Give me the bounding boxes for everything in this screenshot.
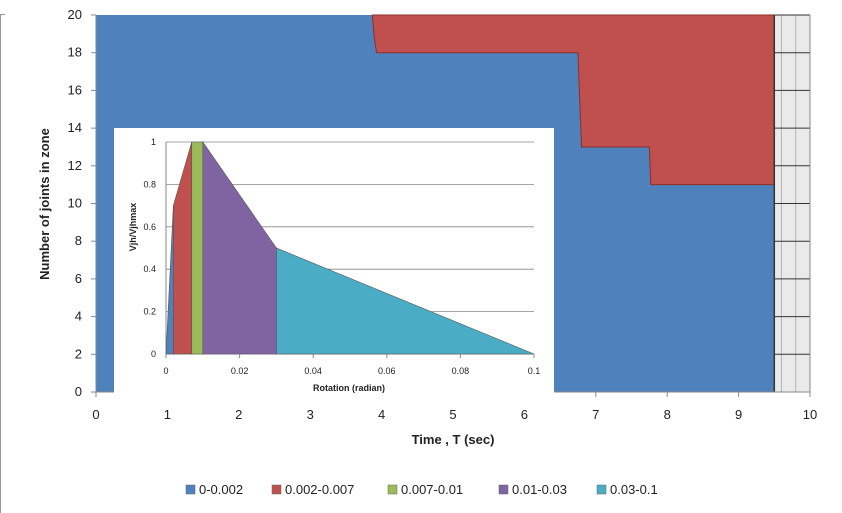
inset-x-tick-label: 0.06	[378, 366, 396, 376]
inset-x-tick-label: 0.1	[528, 366, 541, 376]
y-tick-label: 10	[68, 196, 82, 211]
x-tick-label: 0	[92, 407, 99, 422]
inset-y-axis-title: Vjh/Vjhmax	[128, 203, 138, 252]
y-tick-label: 14	[68, 120, 82, 135]
x-axis-title: Time , T (sec)	[412, 432, 495, 447]
legend-label: 0.03-0.1	[610, 482, 658, 497]
legend-label: 0-0.002	[199, 482, 243, 497]
y-tick-label: 12	[68, 158, 82, 173]
legend-label: 0.01-0.03	[512, 482, 567, 497]
inset-x-tick-label: 0.08	[452, 366, 470, 376]
inset-x-tick-label: 0	[163, 366, 168, 376]
y-axis-title: Number of joints in zone	[37, 128, 52, 280]
legend-swatch	[271, 484, 282, 495]
inset-zone-0.007-0.01	[191, 141, 204, 355]
x-tick-label: 10	[803, 407, 817, 422]
x-tick-label: 7	[592, 407, 599, 422]
x-tick-label: 4	[378, 407, 385, 422]
x-tick-label: 2	[235, 407, 242, 422]
inset-y-tick-label: 0.8	[143, 179, 156, 189]
x-tick-label: 3	[307, 407, 314, 422]
x-tick-label: 9	[735, 407, 742, 422]
legend-swatch	[596, 484, 607, 495]
inset-y-tick-label: 0.2	[143, 307, 156, 317]
x-tick-label: 5	[449, 407, 456, 422]
y-tick-label: 20	[68, 7, 82, 22]
y-tick-label: 8	[75, 233, 82, 248]
inset-x-axis-title: Rotation (radian)	[313, 383, 385, 393]
inset-y-tick-label: 0.4	[143, 264, 156, 274]
window-edge	[0, 14, 5, 513]
legend-swatch	[185, 484, 196, 495]
x-tick-label: 1	[164, 407, 171, 422]
legend-label: 0.007-0.01	[401, 482, 463, 497]
inset-zone-0.03-0.1	[276, 247, 535, 355]
y-tick-label: 6	[75, 271, 82, 286]
legend-label: 0.002-0.007	[285, 482, 354, 497]
inset-x-tick-label: 0.02	[231, 366, 249, 376]
x-tick-label: 8	[664, 407, 671, 422]
y-tick-label: 16	[68, 82, 82, 97]
inset-y-tick-label: 0	[151, 349, 156, 359]
y-tick-label: 2	[75, 346, 82, 361]
y-tick-label: 0	[75, 384, 82, 399]
inset-x-tick-label: 0.04	[304, 366, 322, 376]
legend-swatch	[387, 484, 398, 495]
x-tick-label: 6	[521, 407, 528, 422]
legend-swatch	[498, 484, 509, 495]
y-tick-label: 18	[68, 45, 82, 60]
y-tick-label: 4	[75, 309, 82, 324]
inset-y-tick-label: 0.6	[143, 222, 156, 232]
inset-y-tick-label: 1	[151, 137, 156, 147]
